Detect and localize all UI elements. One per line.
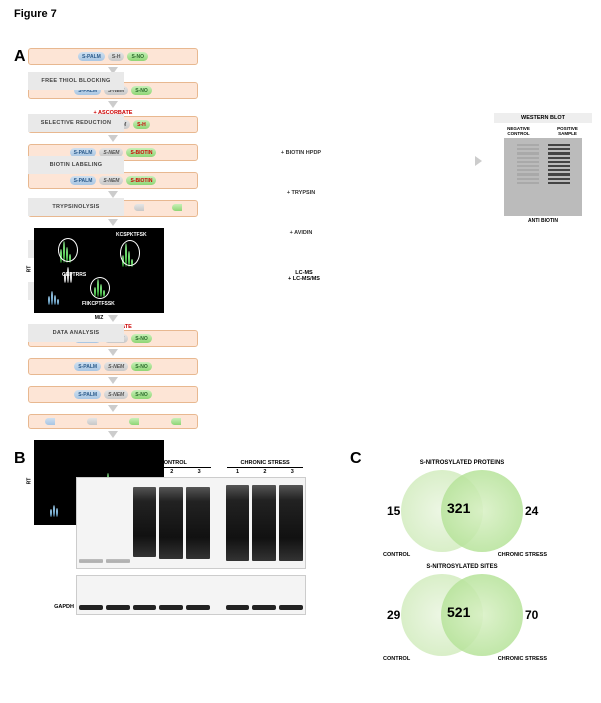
- peptide-label: FIIKCPTFSSK: [82, 301, 115, 307]
- arrow-right-icon: [475, 156, 482, 168]
- pill-sbiotin: S-BIOTIN: [126, 148, 156, 157]
- wb-lane-pos: [548, 144, 570, 210]
- reagent-biotin: + BIOTIN HPDP: [276, 150, 326, 156]
- wb-title: WESTERN BLOT: [494, 113, 592, 123]
- peptide-label: GEPTRRS: [62, 272, 86, 278]
- panel-c: S-NITROSYLATED PROTEINS 15 321 24 CONTRO…: [350, 460, 574, 662]
- pill-snem: S-NEM: [104, 390, 128, 399]
- annotation-circle: [58, 238, 78, 262]
- fragment-icon: [134, 204, 144, 211]
- arrow-down-icon: [108, 377, 118, 384]
- fragment-icon: [171, 418, 181, 425]
- lane-num: 1: [131, 469, 158, 475]
- wb-col2: POSITIVE SAMPLE: [548, 126, 587, 136]
- ms-plot-left: RT M/Z KCSPKTFSK GEPTRRS FIIKCPTFSSK: [34, 228, 164, 313]
- fragment-icon: [87, 418, 97, 425]
- step-label: BIOTIN LABELING: [28, 156, 124, 174]
- reagent-avidin: + AVIDIN: [276, 230, 326, 236]
- protein-box: S-PALM S-H S-NO: [28, 48, 198, 65]
- pill-sbiotin: S-BIOTIN: [126, 176, 156, 185]
- lane-num: 1: [224, 469, 251, 475]
- protein-box: [28, 414, 198, 429]
- group-control: CONTROL: [135, 460, 211, 468]
- axis-label: M/Z: [34, 315, 164, 321]
- figure-title: Figure 7: [0, 0, 601, 24]
- panel-a-label: A: [14, 48, 26, 66]
- fragment-icon: [129, 418, 139, 425]
- gel-anti-biotin: [76, 477, 306, 569]
- panel-a: FREE THIOL BLOCKING SELECTIVE REDUCTION …: [28, 48, 582, 428]
- wb-gel: [504, 138, 582, 216]
- lane-num: 1: [76, 469, 103, 475]
- lane-num: 2: [251, 469, 278, 475]
- pill-spalm: S-PALM: [78, 52, 105, 61]
- arrow-down-icon: [108, 405, 118, 412]
- venn2: 29 521 70 CONTROL CHRONIC STRESS: [387, 574, 537, 656]
- venn1-right-label: CHRONIC STRESS: [498, 552, 547, 558]
- venn2-right: 70: [525, 608, 538, 622]
- pill-sno: S-NO: [131, 86, 152, 95]
- annotation-circle: [90, 277, 110, 299]
- pill-sno: S-NO: [127, 52, 148, 61]
- lane-num: 2: [103, 469, 130, 475]
- fragment-icon: [172, 204, 182, 211]
- venn2-title: S-NITROSYLATED SITES: [350, 564, 574, 570]
- venn1-overlap: 321: [447, 500, 470, 516]
- peptide-label: KCSPKTFSK: [116, 232, 147, 238]
- pill-sno: S-NO: [131, 334, 152, 343]
- figure-container: Figure 7 A FREE THIOL BLOCKING SELECTIVE…: [0, 0, 601, 703]
- venn2-overlap: 521: [447, 604, 470, 620]
- pill-spalm: S-PALM: [74, 390, 101, 399]
- wb-footer: ANTI BIOTIN: [494, 218, 592, 224]
- step-label: TRYPSINOLYSIS: [28, 198, 124, 216]
- lane-headers: NEGATIVES CONTROL CHRONIC STRESS: [76, 460, 306, 468]
- step-label: SELECTIVE REDUCTION: [28, 114, 124, 132]
- reagent-lcms: LC-MS + LC-MS/MS: [276, 270, 332, 282]
- gel-container: NEGATIVES CONTROL CHRONIC STRESS 1 2 1 2…: [76, 460, 306, 615]
- panel-b-label: B: [14, 450, 26, 468]
- lane-num: 2: [158, 469, 185, 475]
- pill-sno: S-NO: [131, 390, 152, 399]
- arrow-down-icon: [108, 431, 118, 438]
- venn2-right-label: CHRONIC STRESS: [498, 656, 547, 662]
- wb-header: NEGATIVE CONTROL POSITIVE SAMPLE: [494, 126, 592, 136]
- group-chronic: CHRONIC STRESS: [227, 460, 303, 468]
- lane-num: 3: [279, 469, 306, 475]
- gapdh-label: GAPDH: [32, 604, 74, 610]
- venn1-left-label: CONTROL: [383, 552, 410, 558]
- wb-col1: NEGATIVE CONTROL: [499, 126, 538, 136]
- venn1-right: 24: [525, 504, 538, 518]
- wb-lane-neg: [517, 144, 539, 210]
- axis-label: RT: [26, 266, 32, 273]
- gel-gapdh: [76, 575, 306, 615]
- lcmsms-line: + LC-MS/MS: [276, 276, 332, 282]
- reagent-trypsin: + TRYPSIN: [276, 190, 326, 196]
- pill-sno: S-NO: [131, 362, 152, 371]
- panel-b: NEGATIVES CONTROL CHRONIC STRESS 1 2 1 2…: [26, 460, 326, 615]
- pill-sh: S-H: [108, 52, 125, 61]
- western-blot-panel: WESTERN BLOT NEGATIVE CONTROL POSITIVE S…: [494, 113, 592, 224]
- venn2-left: 29: [387, 608, 400, 622]
- step-label: DATA ANALYSIS: [28, 324, 124, 342]
- venn1: 15 321 24 CONTROL CHRONIC STRESS: [387, 470, 537, 552]
- anti-biotin-label: ANTI - BIOTIN: [32, 518, 74, 524]
- venn1-title: S-NITROSYLATED PROTEINS: [350, 460, 574, 466]
- pill-sh-red: S-H: [133, 120, 150, 129]
- lane-nums: 1 2 1 2 3 1 2 3: [76, 469, 306, 475]
- group-negatives: NEGATIVES: [79, 460, 129, 468]
- lane-num: 3: [186, 469, 213, 475]
- venn2-left-label: CONTROL: [383, 656, 410, 662]
- protein-box: S-PALM S-NEM S-NO: [28, 386, 198, 403]
- fragment-icon: [45, 418, 55, 425]
- step-labels: FREE THIOL BLOCKING SELECTIVE REDUCTION …: [28, 72, 124, 366]
- step-label: FREE THIOL BLOCKING: [28, 72, 124, 90]
- annotation-circle: [120, 240, 140, 266]
- venn1-left: 15: [387, 504, 400, 518]
